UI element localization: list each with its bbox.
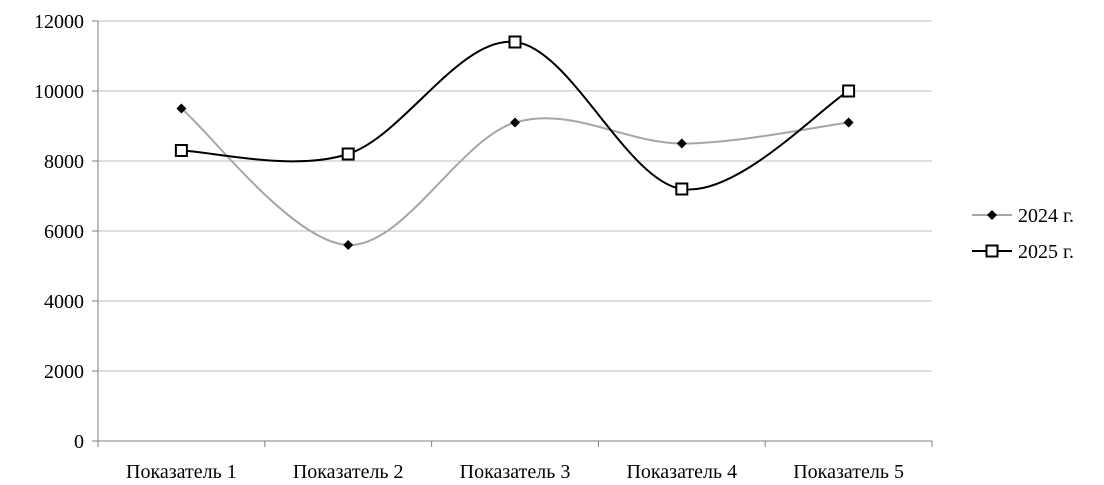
y-tick-label: 2000 — [44, 361, 84, 383]
series-1 — [176, 103, 854, 250]
data-point — [676, 138, 687, 149]
y-tick-label: 10000 — [34, 81, 84, 103]
legend: 2024 г. 2025 г. — [972, 205, 1074, 263]
data-point — [842, 84, 856, 98]
legend-item: 2025 г. — [972, 241, 1074, 263]
legend-label: 2025 г. — [1018, 241, 1074, 263]
y-tick-label: 4000 — [44, 291, 84, 313]
x-tick-label: Показатель 2 — [293, 461, 404, 483]
y-tick-label: 8000 — [44, 151, 84, 173]
y-tick-label: 6000 — [44, 221, 84, 243]
data-point — [510, 117, 520, 128]
grid-lines — [98, 20, 932, 372]
y-tick-label: 12000 — [34, 11, 84, 33]
series-line — [181, 40, 850, 191]
data-point — [343, 240, 354, 250]
x-tick-label: Показатель 1 — [126, 461, 237, 483]
x-tick-label: Показатель 5 — [793, 461, 904, 483]
legend-marker — [987, 210, 997, 220]
x-axis-ticks: Показатель 1 Показатель 2 Показатель 3 Пока… — [97, 441, 933, 483]
data-point — [174, 144, 188, 157]
data-point — [341, 147, 355, 161]
legend-item: 2024 г. — [972, 205, 1074, 227]
x-tick-label: Показатель 4 — [626, 461, 737, 483]
data-point — [508, 35, 522, 49]
legend-marker — [985, 244, 999, 258]
series-line — [180, 107, 849, 247]
y-tick-label: 0 — [74, 431, 84, 453]
x-tick-label: Показатель 3 — [460, 461, 571, 483]
data-point — [675, 182, 689, 196]
data-point — [843, 117, 854, 128]
legend-label: 2024 г. — [1018, 205, 1074, 227]
series-2 — [174, 35, 856, 196]
y-axis-ticks: 0 2000 4000 6000 8000 10000 12000 — [34, 11, 98, 453]
data-point — [176, 103, 187, 114]
series-group — [174, 35, 856, 250]
